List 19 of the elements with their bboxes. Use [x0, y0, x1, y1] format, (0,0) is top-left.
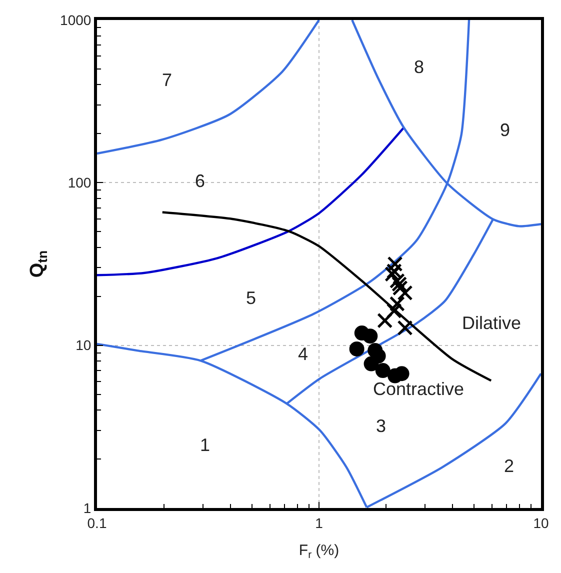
y-tick-label: 100	[68, 174, 92, 191]
y-tick-label: 10	[76, 337, 92, 354]
x-tick-label: 0.1	[87, 514, 107, 531]
annotation: 9	[500, 120, 510, 140]
annotation: 3	[376, 416, 386, 436]
x-axis-title: F$_{r}$ (%)	[298, 542, 340, 561]
x-tick-label: 1	[315, 514, 324, 531]
y-tick-label: 1	[83, 500, 92, 516]
x-tick-label: 10	[533, 514, 549, 531]
annotation: Contractive	[373, 379, 464, 399]
annotation: 1	[200, 435, 210, 455]
annotation: 5	[246, 288, 256, 308]
annotation: 7	[162, 70, 172, 90]
annotation: 8	[414, 57, 424, 77]
annotation: 2	[504, 456, 514, 476]
annotation: 6	[195, 171, 206, 191]
annotation: 4	[298, 344, 308, 364]
annotation: Dilative	[462, 313, 522, 333]
y-tick-label: 1000	[60, 12, 92, 28]
